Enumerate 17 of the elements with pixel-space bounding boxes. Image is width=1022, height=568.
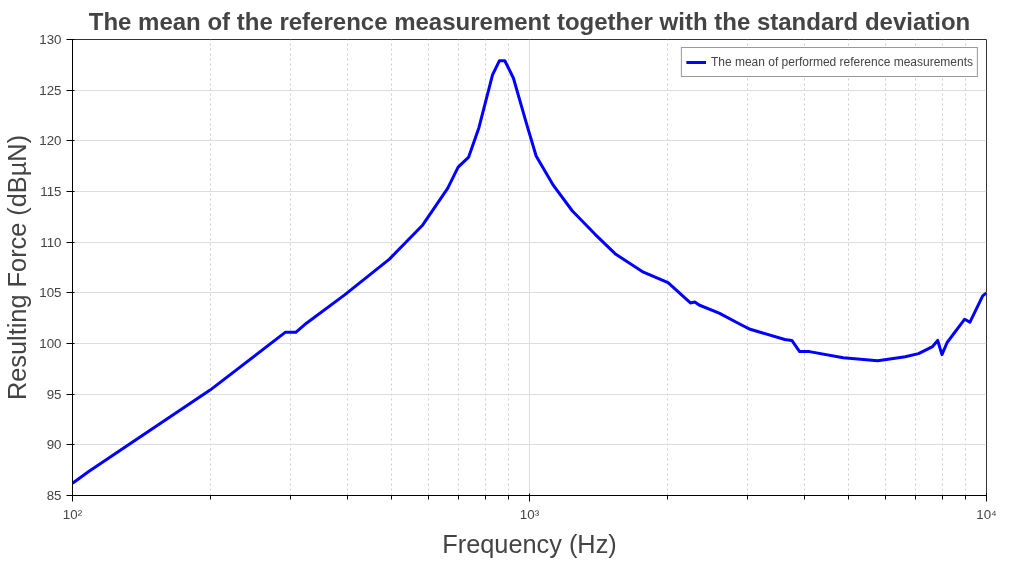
chart-title: The mean of the reference measurement together with the standard deviation — [88, 7, 971, 35]
x-tick-label: 10⁴ — [976, 506, 998, 522]
y-tick-label: 85 — [46, 488, 62, 503]
y-tick-label: 95 — [46, 386, 62, 402]
x-tick-label: 10² — [62, 506, 83, 522]
x-axis-title: Frequency (Hz) — [442, 529, 617, 558]
y-tick-label: 100 — [39, 336, 62, 351]
legend-label: The mean of performed reference measurements — [710, 55, 973, 69]
y-tick-label: 90 — [46, 437, 62, 453]
y-tick-label: 120 — [39, 133, 62, 149]
y-tick-label: 110 — [40, 234, 62, 250]
y-axis-title: Resulting Force (dBµN) — [3, 134, 32, 401]
x-tick-label: 10³ — [519, 506, 540, 522]
y-tick-label: 105 — [39, 285, 62, 301]
y-tick-label: 115 — [40, 184, 62, 199]
y-tick-label: 125 — [39, 82, 62, 98]
y-tick-label: 130 — [39, 32, 62, 47]
